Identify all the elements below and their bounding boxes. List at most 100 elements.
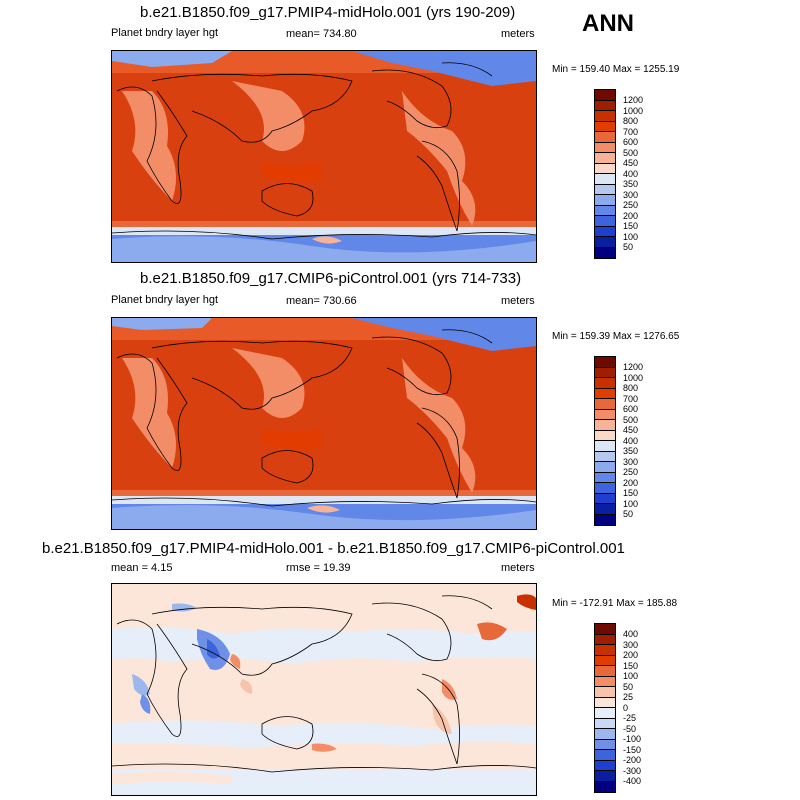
- panel-1-colorbar-swatch: [595, 237, 615, 248]
- panel-2-colorbar-swatch: [595, 451, 615, 462]
- panel-3-colorbar-label: -50: [623, 723, 637, 734]
- panel-3-colorbar-swatch: [595, 729, 615, 740]
- panel-2-mean-label: mean= 730.66: [286, 295, 357, 307]
- panel-3-colorbar-label: 150: [623, 660, 639, 671]
- panel-1-colorbar-label: 350: [623, 179, 639, 189]
- panel-1-colorbar-label: 200: [623, 210, 639, 221]
- panel-3-colorbar-label: 400: [623, 629, 639, 639]
- panel-2-colorbar-swatch: [595, 504, 615, 515]
- panel-1-colorbar-swatch: [595, 142, 615, 153]
- panel-1-colorbar-label: 100: [623, 231, 639, 242]
- panel-2-colorbar-label: 600: [623, 404, 639, 414]
- panel-3-colorbar-swatch: [595, 750, 615, 761]
- panel-2-colorbar-label: 300: [623, 456, 639, 467]
- panel-2-colorbar-label: 100: [623, 498, 639, 509]
- panel-3-colorbar-swatch: [595, 781, 615, 792]
- panel-2-colorbar-label: 450: [623, 425, 639, 435]
- panel-2-colorbar-swatch: [595, 493, 615, 504]
- panel-1-colorbar-swatch: [595, 100, 615, 111]
- panel-2-units-label: meters: [501, 295, 535, 307]
- panel-2-colorbar-label: 50: [623, 509, 634, 519]
- panel-3-colorbar-swatch: [595, 697, 615, 708]
- panel-2-colorbar-swatch: [595, 441, 615, 452]
- panel-3-colorbar-label: 25: [623, 692, 634, 702]
- panel-2-contour-plot: [112, 318, 536, 529]
- panel-3-minmax: Min = -172.91 Max = 185.88: [552, 598, 678, 609]
- panel-1-colorbar-label: 250: [623, 200, 639, 210]
- panel-3-colorbar: [594, 623, 616, 793]
- panel-3-colorbar-label: 300: [623, 639, 639, 650]
- panel-2-colorbar-swatch: [595, 483, 615, 494]
- panel-1-colorbar: [594, 89, 616, 259]
- panel-3-colorbar-swatch: [595, 666, 615, 677]
- panel-2-colorbar-swatch: [595, 462, 615, 473]
- panel-3-colorbar-label: 100: [623, 671, 639, 681]
- panel-3-colorbar-label: -25: [623, 713, 637, 723]
- panel-1-colorbar-label: 600: [623, 137, 639, 147]
- panel-2-minmax: Min = 159.39 Max = 1276.65: [552, 331, 680, 342]
- panel-3-colorbar-swatch: [595, 760, 615, 771]
- panel-3-colorbar-swatch: [595, 771, 615, 782]
- panel-1-colorbar-swatch: [595, 184, 615, 195]
- panel-2-colorbar-label: 150: [623, 488, 639, 498]
- panel-2-colorbar-swatch: [595, 420, 615, 431]
- panel-2-colorbar-swatch: [595, 357, 615, 368]
- panel-3-colorbar-label: -300: [623, 765, 642, 776]
- panel-3-colorbar-label: -200: [623, 755, 642, 765]
- panel-1-colorbar-label: 450: [623, 158, 639, 168]
- panel-1-colorbar-label: 500: [623, 147, 639, 158]
- panel-1-colorbar-label: 400: [623, 168, 639, 179]
- panel-1-colorbar-swatch: [595, 216, 615, 227]
- panel-3-colorbar-label: 50: [623, 681, 634, 692]
- panel-2-variable-label: Planet bndry layer hgt: [111, 294, 219, 306]
- panel-1-colorbar-swatch: [595, 111, 615, 122]
- panel-2-colorbar-label: 1000: [623, 372, 644, 383]
- panel-2-colorbar-label: 250: [623, 467, 639, 477]
- panel-1-colorbar-swatch: [595, 205, 615, 216]
- panel-2-colorbar-swatch: [595, 514, 615, 525]
- panel-3-colorbar-swatch: [595, 718, 615, 729]
- panel-1-colorbar-label: 50: [623, 242, 634, 252]
- panel-2-colorbar-swatch: [595, 430, 615, 441]
- panel-1-map: [111, 50, 537, 263]
- panel-1-colorbar-swatch: [595, 195, 615, 206]
- panel-1-colorbar-swatch: [595, 132, 615, 143]
- panel-2-map: [111, 317, 537, 530]
- panel-1-colorbar-label: 1200: [623, 95, 644, 105]
- panel-2-colorbar-label: 700: [623, 393, 639, 404]
- panel-1-colorbar-label: 800: [623, 116, 639, 126]
- panel-1-title: b.e21.B1850.f09_g17.PMIP4-midHolo.001 (y…: [140, 4, 516, 21]
- panel-1-colorbar-label: 150: [623, 221, 639, 231]
- panel-1-minmax: Min = 159.40 Max = 1255.19: [552, 64, 680, 75]
- panel-3-colorbar-label: 0: [623, 702, 629, 713]
- panel-3-colorbar-swatch: [595, 739, 615, 750]
- panel-1-contour-plot: [112, 51, 536, 262]
- panel-2-colorbar-swatch: [595, 399, 615, 410]
- panel-3-colorbar-swatch: [595, 687, 615, 698]
- panel-3-colorbar-swatch: [595, 634, 615, 645]
- panel-3-rmse-label: rmse = 19.39: [286, 562, 351, 574]
- panel-2-colorbar-label: 200: [623, 477, 639, 488]
- panel-1-mean-label: mean= 734.80: [286, 28, 357, 40]
- panel-3-colorbar-swatch: [595, 655, 615, 666]
- panel-1-colorbar-swatch: [595, 174, 615, 185]
- panel-1-colorbar-label: 300: [623, 189, 639, 200]
- panel-2-colorbar-label: 800: [623, 383, 639, 393]
- panel-3-colorbar-label: -400: [623, 776, 642, 786]
- panel-2-colorbar-swatch: [595, 409, 615, 420]
- panel-1-colorbar-swatch: [595, 226, 615, 237]
- panel-3-mean-label: mean = 4.15: [111, 562, 173, 574]
- panel-1-variable-label: Planet bndry layer hgt: [111, 27, 219, 39]
- panel-3-colorbar-swatch: [595, 624, 615, 635]
- panel-2-colorbar-label: 1200: [623, 362, 644, 372]
- panel-3-map: [111, 583, 537, 796]
- panel-3-colorbar-label: -100: [623, 734, 642, 744]
- panel-3-contour-plot: [112, 584, 536, 795]
- panel-2-title: b.e21.B1850.f09_g17.CMIP6-piControl.001 …: [140, 270, 522, 287]
- panel-3-colorbar-swatch: [595, 708, 615, 719]
- panel-2-colorbar-label: 350: [623, 446, 639, 456]
- panel-3-colorbar-swatch: [595, 676, 615, 687]
- panel-3-units-label: meters: [501, 562, 535, 574]
- panel-2-colorbar-swatch: [595, 378, 615, 389]
- panel-3-title: b.e21.B1850.f09_g17.PMIP4-midHolo.001 - …: [42, 540, 625, 557]
